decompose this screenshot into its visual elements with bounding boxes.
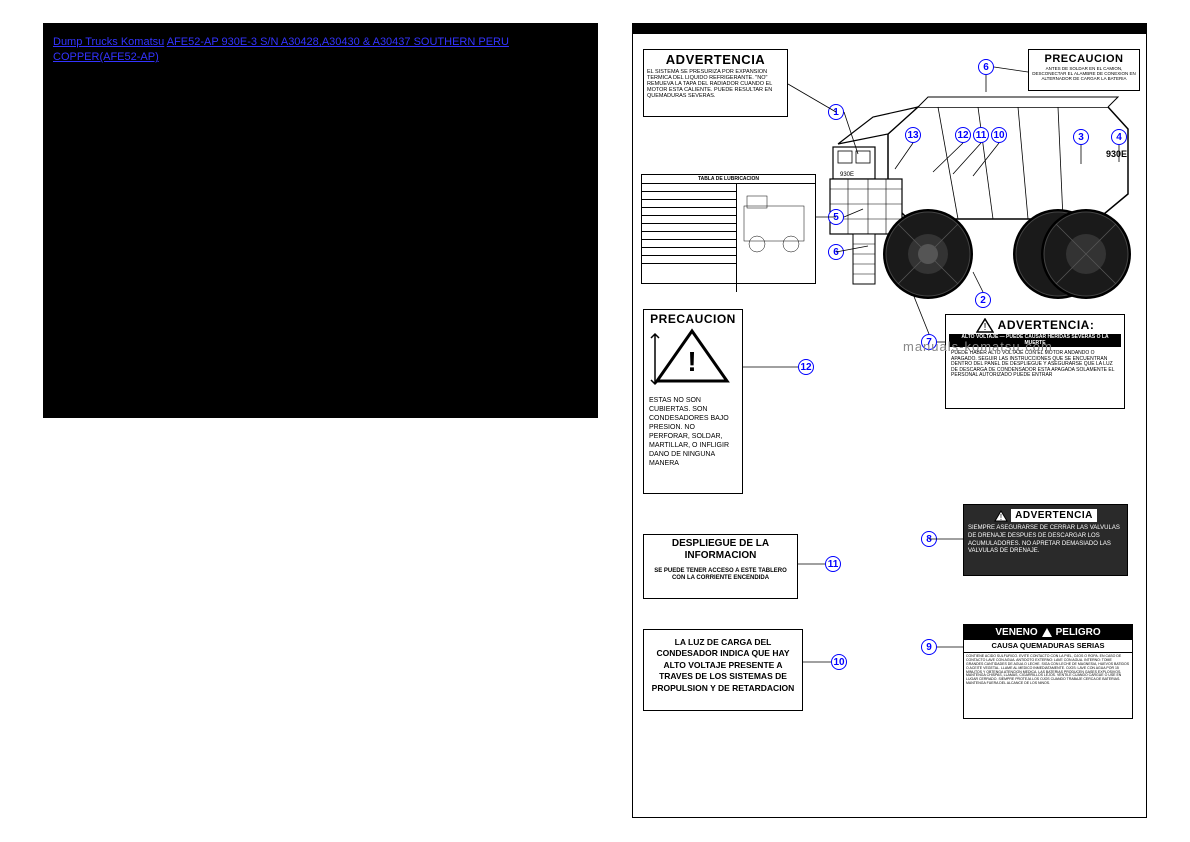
- plate-body: SE PUEDE TENER ACCESO A ESTE TABLERO CON…: [647, 568, 794, 581]
- plate-subtitle: CAUSA QUEMADURAS SERIAS: [964, 640, 1132, 653]
- plate-fine-print: CONTIENE ACIDO SULFURICO. EVITE CONTACTO…: [964, 653, 1132, 688]
- callout-9: 9: [921, 639, 937, 655]
- plate-body: ANTES DE SOLDAR EN EL CAMION, DESCONECTA…: [1032, 67, 1136, 82]
- plate-title: ADVERTENCIA:: [998, 319, 1095, 332]
- warning-triangle-icon: [1041, 627, 1053, 638]
- diagram-area: ADVERTENCIA EL SISTEMA SE PRESURIZA POR …: [633, 34, 1146, 819]
- callout-4: 4: [1111, 129, 1127, 145]
- callout-2: 2: [975, 292, 991, 308]
- peligro-label: PELIGRO: [1056, 627, 1101, 638]
- plate-veneno: VENENO PELIGRO CAUSA QUEMADURAS SERIAS C…: [963, 624, 1133, 719]
- plate-title: DESPLIEGUE DE LA INFORMACION: [647, 538, 794, 562]
- breadcrumb: Dump Trucks Komatsu AFE52-AP 930E-3 S/N …: [53, 35, 588, 66]
- plate-advertencia-drain: ! ADVERTENCIA SIEMPRE ASEGURARSE DE CERR…: [963, 504, 1128, 576]
- veneno-label: VENENO: [995, 627, 1037, 638]
- svg-text:!: !: [983, 322, 986, 333]
- callout-10: 10: [831, 654, 847, 670]
- plate-title: ADVERTENCIA: [647, 53, 784, 67]
- callout-8: 8: [921, 531, 937, 547]
- plate-title: PRECAUCION: [1032, 53, 1136, 65]
- callout-11: 11: [825, 556, 841, 572]
- plate-title: ADVERTENCIA: [1011, 509, 1097, 522]
- plate-precaucion-condensers: PRECAUCION ! ESTAS NO SON CUBIERTAS. SON…: [643, 309, 743, 494]
- breadcrumb-category[interactable]: Dump Trucks Komatsu: [53, 36, 164, 48]
- callout-6: 6: [828, 244, 844, 260]
- plate-advertencia-voltage: ! ADVERTENCIA: ALTO VOLTAJE — PUEDE CAUS…: [945, 314, 1125, 409]
- lube-title: TABLA DE LUBRICACION: [642, 175, 815, 184]
- plate-body: LA LUZ DE CARGA DEL CONDESADOR INDICA QU…: [647, 633, 799, 698]
- callout-12-top: 12: [955, 127, 971, 143]
- callout-10-top: 10: [991, 127, 1007, 143]
- left-info-panel: Dump Trucks Komatsu AFE52-AP 930E-3 S/N …: [43, 23, 598, 418]
- plate-despliegue: DESPLIEGUE DE LA INFORMACION SE PUEDE TE…: [643, 534, 798, 599]
- plate-lube-table: TABLA DE LUBRICACION: [641, 174, 816, 284]
- plate-body: SIEMPRE ASEGURARSE DE CERRAR LAS VALVULA…: [968, 525, 1123, 556]
- watermark: manuals-komatsu.com: [903, 339, 1053, 354]
- diagram-panel: ADVERTENCIA EL SISTEMA SE PRESURIZA POR …: [632, 23, 1147, 818]
- svg-text:930E: 930E: [1106, 149, 1127, 159]
- plate-body: ESTAS NO SON CUBIERTAS. SON CONDESADORES…: [647, 394, 739, 471]
- callout-6-top: 6: [978, 59, 994, 75]
- lube-truck-icon: [739, 186, 814, 271]
- callout-5: 5: [828, 209, 844, 225]
- svg-text:!: !: [687, 346, 696, 377]
- warning-triangle-icon: !: [994, 510, 1008, 522]
- svg-text:!: !: [1000, 513, 1002, 522]
- warning-triangle-icon: !: [647, 326, 737, 391]
- plate-body: EL SISTEMA SE PRESURIZA POR EXPANSION TE…: [647, 69, 784, 99]
- svg-text:930E: 930E: [840, 172, 854, 178]
- callout-13: 13: [905, 127, 921, 143]
- diagram-header-bar: [633, 24, 1146, 34]
- plate-title: PRECAUCION: [647, 313, 739, 326]
- plate-luz-carga: LA LUZ DE CARGA DEL CONDESADOR INDICA QU…: [643, 629, 803, 711]
- callout-11-top: 11: [973, 127, 989, 143]
- callout-1: 1: [828, 104, 844, 120]
- callout-3: 3: [1073, 129, 1089, 145]
- callout-12: 12: [798, 359, 814, 375]
- truck-illustration: 930E: [828, 89, 1138, 309]
- warning-triangle-icon: !: [976, 318, 994, 334]
- plate-advertencia-radiator: ADVERTENCIA EL SISTEMA SE PRESURIZA POR …: [643, 49, 788, 117]
- plate-precaucion-weld: PRECAUCION ANTES DE SOLDAR EN EL CAMION,…: [1028, 49, 1140, 91]
